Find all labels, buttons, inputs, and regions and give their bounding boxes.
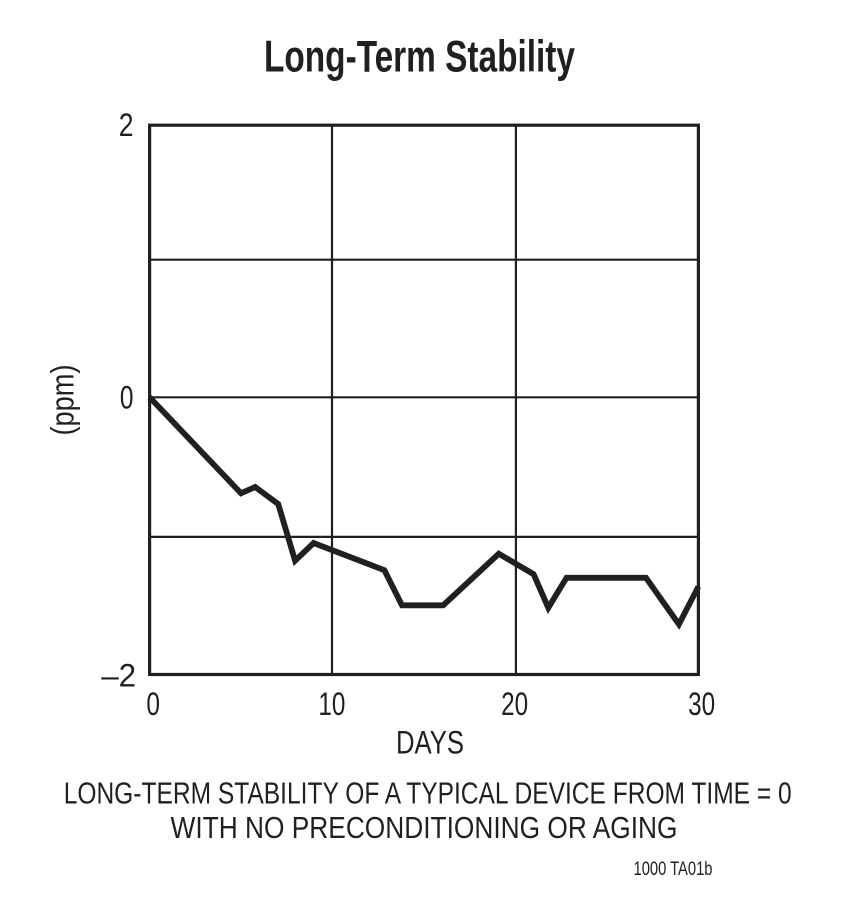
svg-text:0: 0 [120,379,134,416]
svg-text:0: 0 [146,685,160,722]
svg-text:2: 2 [119,106,134,143]
svg-text:30: 30 [688,685,715,722]
svg-text:20: 20 [501,685,528,722]
svg-text:1000 TA01b: 1000 TA01b [634,859,713,880]
svg-text:LONG-TERM STABILITY OF A TYPIC: LONG-TERM STABILITY OF A TYPICAL DEVICE … [64,776,792,811]
svg-text:WITH NO PRECONDITIONING OR AGI: WITH NO PRECONDITIONING OR AGING [171,810,678,845]
svg-text:10: 10 [318,685,345,722]
svg-text:–2: –2 [101,657,136,694]
svg-text:Long-Term Stability: Long-Term Stability [264,32,575,81]
svg-text:(ppm): (ppm) [44,365,81,436]
svg-text:DAYS: DAYS [396,724,464,761]
